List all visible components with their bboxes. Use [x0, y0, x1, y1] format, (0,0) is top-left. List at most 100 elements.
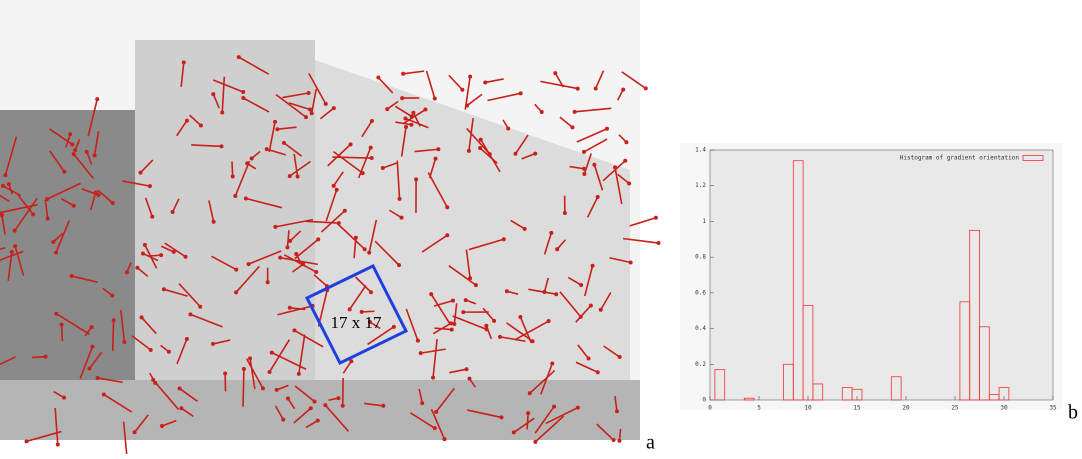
arrow-head [615, 409, 619, 413]
arrow-head [478, 146, 482, 150]
arrow [113, 320, 114, 351]
arrow-head [93, 153, 97, 157]
arrow-head [212, 220, 216, 224]
arrow-head [60, 323, 64, 327]
arrow-head [44, 355, 48, 359]
arrow-head [288, 174, 292, 178]
arrow-head [234, 268, 238, 272]
arrow-head [151, 378, 155, 382]
arrow-head [433, 426, 437, 430]
arrow-head [313, 399, 317, 403]
arrow [243, 369, 244, 407]
arrow-head [464, 298, 468, 302]
arrow-head [563, 211, 567, 215]
arrow-head [576, 406, 580, 410]
arrow-head [141, 252, 145, 256]
arrow-head [294, 252, 298, 256]
arrow-head [307, 91, 311, 95]
arrow-head [354, 236, 358, 240]
arrow-head [343, 209, 347, 213]
y-tick-label: 0.6 [695, 289, 706, 296]
arrow-head [70, 274, 74, 278]
arrow-head [348, 307, 352, 311]
arrow-head [519, 91, 523, 95]
arrow-head [285, 245, 289, 249]
arrow-head [220, 111, 224, 115]
arrow-head [596, 195, 600, 199]
plot-area [710, 150, 1053, 400]
arrow-head [587, 356, 591, 360]
arrow-head [270, 351, 274, 355]
arrow-head [433, 96, 437, 100]
arrow-head [403, 117, 407, 121]
arrow-head [599, 308, 603, 312]
arrow-head [266, 280, 270, 284]
arrow-head [468, 75, 472, 79]
y-tick-label: 0.2 [695, 361, 706, 368]
arrow-head [172, 250, 176, 254]
arrow-head [533, 152, 537, 156]
arrow-head [654, 216, 658, 220]
arrow-head [589, 304, 593, 308]
arrow-head [288, 306, 292, 310]
arrow-head [45, 197, 49, 201]
arrow-head [416, 339, 420, 343]
arrow-head [88, 367, 92, 371]
arrow-head [579, 283, 583, 287]
arrow-head [553, 71, 557, 75]
arrow-head [139, 171, 143, 175]
arrow-head [70, 142, 74, 146]
arrow-head [392, 325, 396, 329]
arrow-head [282, 141, 286, 145]
x-tick-label: 0 [708, 405, 712, 412]
arrow-head [526, 411, 530, 415]
arrow-head [148, 184, 152, 188]
arrow-head [332, 184, 336, 188]
arrow-head [13, 229, 17, 233]
panel-label: b [1068, 402, 1078, 424]
arrow-head [431, 376, 435, 380]
arrow-head [46, 217, 50, 221]
arrow-head [94, 190, 98, 194]
arrow-head [183, 255, 187, 259]
arrow-head [198, 305, 202, 309]
window-label: 17 x 17 [331, 313, 383, 332]
arrow-head [467, 377, 471, 381]
arrow-head [552, 405, 556, 409]
arrow-head [336, 396, 340, 400]
arrow-head [591, 264, 595, 268]
arrow-head [414, 177, 418, 181]
arrow-head [370, 156, 374, 160]
arrow-head [265, 147, 269, 151]
arrow-head [56, 443, 60, 447]
arrow-head [297, 372, 301, 376]
arrow-head [582, 150, 586, 154]
photo: 17 x 17 [0, 0, 660, 454]
arrow-head [531, 339, 535, 343]
arrow-head [613, 165, 617, 169]
arrow-head [304, 115, 308, 119]
arrow-head [248, 356, 252, 360]
arrow-head [369, 290, 373, 294]
figure: 17 x 17 a b 00.20.40.60.811.21.405101520… [0, 0, 1082, 454]
arrow-head [434, 410, 438, 414]
arrow-head [182, 60, 186, 64]
arrow-head [245, 161, 249, 165]
arrow-head [162, 287, 166, 291]
building-center [135, 40, 315, 380]
arrow-head [7, 182, 11, 186]
arrow-head [72, 204, 76, 208]
arrow-head [133, 430, 137, 434]
arrow-head [261, 386, 265, 390]
arrow-head [442, 437, 446, 441]
arrow-head [523, 227, 527, 231]
arrow-head [621, 88, 625, 92]
arrow-head [13, 244, 17, 248]
arrow-head [450, 328, 454, 332]
arrow-head [250, 156, 254, 160]
arrow-head [498, 335, 502, 339]
arrow-head [160, 424, 164, 428]
y-tick-label: 0.4 [695, 325, 706, 332]
building-left [0, 110, 135, 380]
arrow-head [223, 371, 227, 375]
